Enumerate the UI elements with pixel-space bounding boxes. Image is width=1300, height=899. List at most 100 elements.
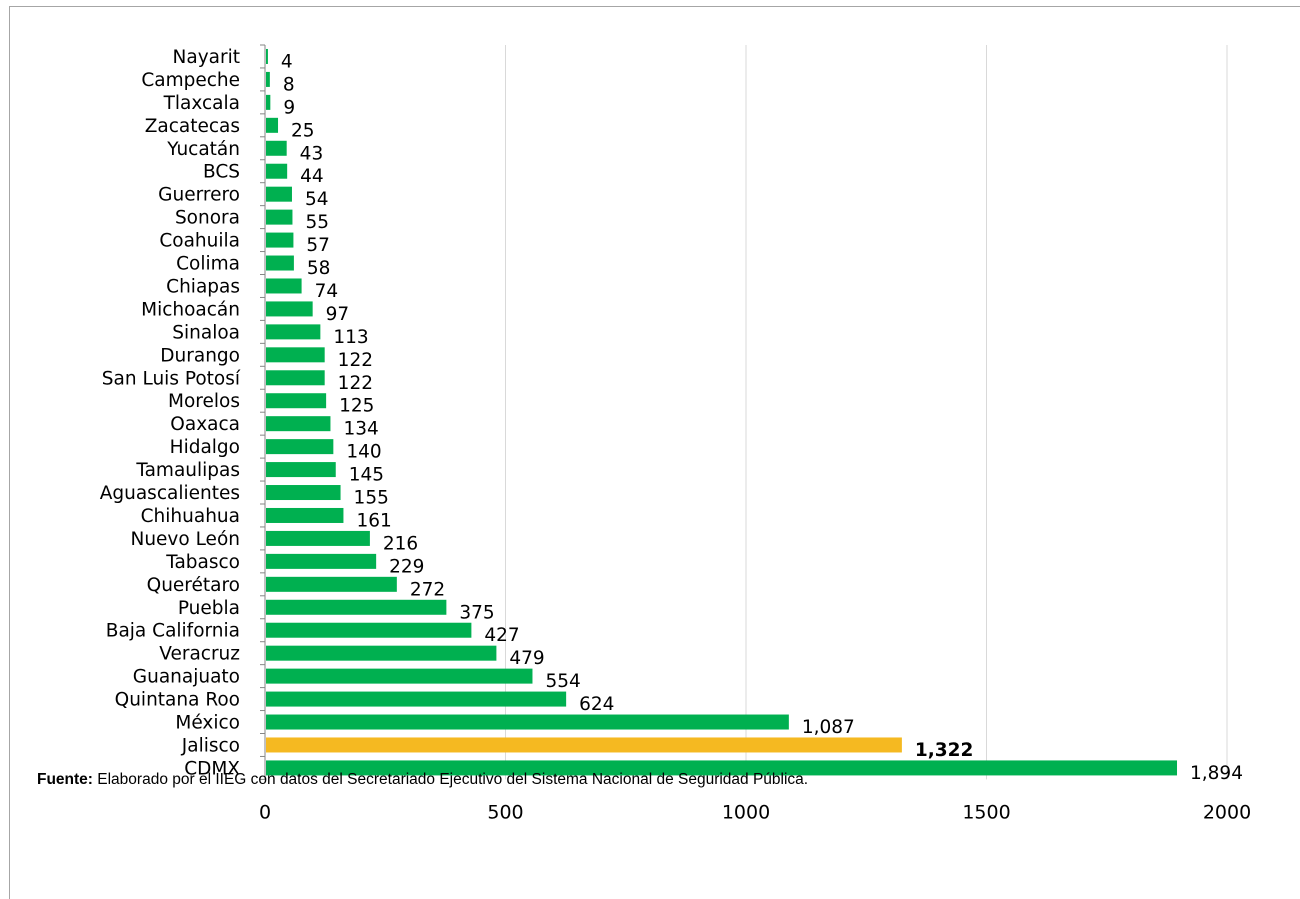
category-label: Coahuila — [159, 231, 240, 252]
bar-colima — [266, 255, 294, 271]
bar-san-luis-potos- — [266, 370, 325, 386]
bar-hidalgo — [266, 439, 334, 455]
x-tick-label: 500 — [487, 801, 523, 823]
category-label: Jalisco — [181, 735, 240, 756]
category-label: Hidalgo — [170, 437, 240, 458]
data-label: 479 — [509, 648, 544, 669]
bar-nayarit — [266, 48, 268, 64]
category-label: Quintana Roo — [115, 690, 240, 711]
data-label: 624 — [579, 694, 614, 715]
data-label: 9 — [283, 97, 295, 118]
data-label: 427 — [484, 625, 519, 646]
data-label: 55 — [305, 212, 329, 233]
bar-m-xico — [266, 714, 789, 730]
category-label: Tamaulipas — [135, 460, 240, 481]
bar-yucat-n — [266, 140, 287, 156]
x-tick-label: 0 — [259, 801, 271, 823]
data-label: 122 — [338, 350, 373, 371]
bar-quer-taro — [266, 576, 397, 592]
category-label: México — [175, 713, 240, 734]
bar-chiapas — [266, 278, 302, 294]
category-label: Yucatán — [166, 139, 240, 160]
bar-durango — [266, 347, 325, 363]
bar-quintana-roo — [266, 691, 567, 707]
source-label: Fuente: — [37, 771, 93, 788]
bar-sinaloa — [266, 324, 321, 340]
data-label: 140 — [346, 442, 381, 463]
category-label: Tlaxcala — [163, 93, 240, 114]
bar-chihuahua — [266, 507, 344, 523]
bar-morelos — [266, 393, 327, 409]
data-label: 1,322 — [915, 740, 974, 761]
bar-jalisco — [266, 737, 902, 753]
data-label: 1,894 — [1190, 763, 1243, 784]
bar-guerrero — [266, 186, 292, 202]
data-label: 44 — [300, 166, 324, 187]
category-label: Veracruz — [159, 644, 240, 665]
category-label: Guanajuato — [133, 667, 240, 688]
category-label: Baja California — [106, 621, 240, 642]
category-label: Nayarit — [173, 47, 240, 68]
bar-cdmx — [266, 760, 1178, 776]
bar-oaxaca — [266, 416, 331, 432]
bar-puebla — [266, 599, 447, 615]
x-tick-label: 1000 — [722, 801, 770, 823]
bar-michoac-n — [266, 301, 313, 317]
category-label: Oaxaca — [170, 414, 240, 435]
data-label: 161 — [356, 510, 391, 531]
data-label: 272 — [410, 579, 445, 600]
data-label: 57 — [306, 235, 330, 256]
labels: 0 500 1000 1500 2000 Nayarit 4 Campeche 8 Tlaxcal… — [100, 47, 1251, 823]
data-label: 74 — [315, 281, 339, 302]
bar-aguascalientes — [266, 485, 341, 501]
category-label: Chihuahua — [141, 506, 240, 527]
category-label: Sonora — [175, 208, 240, 229]
category-label: Colima — [176, 254, 240, 275]
data-label: 145 — [349, 465, 384, 486]
x-tick-label: 1500 — [962, 801, 1010, 823]
category-label: BCS — [203, 162, 240, 183]
data-label: 554 — [545, 671, 580, 692]
category-label: Michoacán — [141, 299, 240, 320]
chart-frame — [9, 6, 1300, 899]
category-label: Nuevo León — [130, 529, 240, 550]
data-label: 216 — [383, 533, 418, 554]
bar-veracruz — [266, 645, 497, 661]
category-label: Puebla — [178, 598, 240, 619]
bar-tlaxcala — [266, 94, 271, 110]
bar-baja-california — [266, 622, 472, 638]
source-note: Fuente: Elaborado por el IIEG con datos … — [37, 771, 1277, 789]
category-label: Morelos — [168, 391, 240, 412]
category-label: Sinaloa — [172, 322, 240, 343]
category-label: Querétaro — [147, 575, 240, 596]
bar-campeche — [266, 71, 270, 87]
data-label: 8 — [283, 74, 295, 95]
data-label: 375 — [459, 602, 494, 623]
bar-nuevo-le-n — [266, 530, 370, 546]
category-label: Durango — [160, 345, 240, 366]
category-label: Campeche — [141, 70, 240, 91]
bar-sonora — [266, 209, 293, 225]
data-label: 58 — [307, 258, 331, 279]
data-label: 1,087 — [802, 717, 855, 738]
bar-zacatecas — [266, 117, 279, 133]
data-label: 155 — [354, 488, 389, 509]
data-label: 25 — [291, 120, 315, 141]
axes — [260, 44, 266, 780]
bars — [266, 48, 1178, 776]
data-label: 229 — [389, 556, 424, 577]
data-label: 43 — [300, 143, 324, 164]
category-label: San Luis Potosí — [102, 368, 241, 389]
source-text: Elaborado por el IIEG con datos del Secr… — [92, 771, 809, 788]
data-label: 113 — [333, 327, 368, 348]
data-label: 122 — [338, 373, 373, 394]
data-label: 97 — [326, 304, 350, 325]
data-label: 54 — [305, 189, 329, 210]
category-label: CDMX — [184, 758, 240, 779]
bar-guanajuato — [266, 668, 533, 684]
category-label: Zacatecas — [145, 116, 240, 137]
x-tick-label: 2000 — [1203, 801, 1251, 823]
bar-bcs — [266, 163, 288, 179]
category-label: Aguascalientes — [100, 483, 240, 504]
